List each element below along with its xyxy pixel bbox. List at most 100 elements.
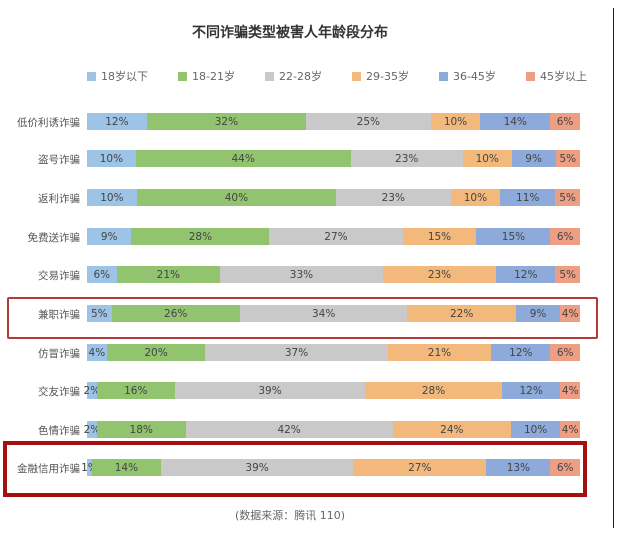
data-label: 9%	[100, 230, 118, 243]
data-label: 4%	[561, 384, 579, 397]
highlight-box-jinrong	[3, 441, 587, 497]
category-label: 交易诈骗	[38, 270, 80, 282]
data-label: 10%	[99, 152, 124, 165]
data-label: 15%	[427, 230, 452, 243]
bar-segment: 28%	[131, 228, 270, 245]
data-label: 4%	[88, 346, 106, 359]
bar-segment: 4%	[560, 421, 580, 438]
bar-segment: 9%	[515, 305, 561, 322]
legend-item: 18岁以下	[87, 68, 148, 84]
data-label: 12%	[509, 346, 533, 359]
bar-segment: 27%	[353, 459, 487, 476]
bar-segment: 2%	[84, 382, 100, 399]
legend-label: 18岁以下	[101, 70, 148, 83]
data-label: 9%	[525, 152, 542, 165]
data-label: 10%	[443, 115, 468, 128]
data-label: 13%	[506, 461, 531, 474]
category-label: 免费送诈骗	[27, 232, 81, 244]
bar-segment: 9%	[87, 228, 132, 245]
legend-item: 36-45岁	[438, 68, 496, 84]
bar-segment: 12%	[491, 344, 551, 361]
legend-label: 45岁以上	[539, 70, 587, 83]
category-label: 仿冒诈骗	[38, 348, 80, 360]
data-label: 44%	[231, 152, 255, 165]
bar-segment: 6%	[550, 113, 580, 130]
bar-segment: 4%	[560, 382, 580, 399]
legend-label: 22-28岁	[279, 70, 322, 83]
bar-segment: 12%	[501, 382, 561, 399]
bar-segment: 21%	[116, 266, 221, 283]
data-label: 26%	[164, 307, 188, 320]
data-label: 34%	[311, 307, 336, 320]
data-label: 10%	[523, 423, 548, 436]
bar-segment: 16%	[96, 382, 175, 399]
data-label: 18%	[129, 423, 153, 436]
data-label: 11%	[516, 191, 540, 204]
bar-segment: 26%	[111, 305, 240, 322]
data-label: 28%	[188, 230, 213, 243]
data-label: 28%	[421, 384, 446, 397]
data-label: 2%	[83, 423, 101, 436]
data-label: 6%	[556, 461, 574, 474]
bar-segment: 39%	[160, 459, 354, 476]
bar-segment: 15%	[402, 228, 477, 245]
bar-segment: 40%	[136, 189, 336, 206]
data-label: 5%	[559, 191, 576, 204]
bar-segment: 10%	[450, 189, 501, 206]
bar-segment: 23%	[382, 266, 497, 283]
bar-segment: 23%	[350, 150, 463, 167]
bar-segment: 4%	[87, 344, 107, 361]
bar-segment: 32%	[146, 113, 307, 130]
legend-item: 22-28岁	[265, 68, 322, 84]
bar-segment: 14%	[480, 113, 551, 130]
legend-item: 18-21岁	[178, 68, 235, 84]
data-label: 6%	[556, 230, 574, 243]
bar-segment: 25%	[306, 113, 431, 130]
data-label: 27%	[324, 230, 348, 243]
data-label: 24%	[440, 423, 464, 436]
data-label: 23%	[427, 268, 452, 281]
bar-segment: 5%	[555, 266, 580, 283]
data-label: 4%	[561, 307, 579, 320]
data-label: 25%	[356, 115, 381, 128]
bar-segment: 18%	[96, 421, 186, 438]
bar-segment: 10%	[510, 421, 561, 438]
data-label: 23%	[381, 191, 405, 204]
bar-segment: 24%	[392, 421, 511, 438]
legend-swatch	[351, 71, 361, 81]
category-label: 兼职诈骗	[38, 309, 80, 321]
data-label: 12%	[519, 384, 543, 397]
data-label: 37%	[284, 346, 309, 359]
data-label: 9%	[529, 307, 547, 320]
bar-segment: 42%	[185, 421, 393, 438]
legend-swatch	[178, 71, 188, 81]
data-label: 16%	[124, 384, 148, 397]
divider-line	[613, 8, 614, 528]
category-label: 金融信用诈骗	[17, 463, 80, 475]
bar-segment: 20%	[106, 344, 206, 361]
data-label: 6%	[93, 268, 111, 281]
bar-segment: 27%	[269, 228, 403, 245]
data-label: 22%	[449, 307, 474, 320]
data-label: 10%	[475, 152, 499, 165]
data-label: 12%	[105, 115, 129, 128]
data-label: 20%	[144, 346, 168, 359]
data-label: 39%	[258, 384, 282, 397]
bar-segment: 23%	[335, 189, 451, 206]
data-label: 32%	[214, 115, 239, 128]
bar-segment: 13%	[486, 459, 551, 476]
data-label: 6%	[556, 115, 574, 128]
legend-label: 29-35岁	[365, 70, 409, 83]
bar-segment: 5%	[555, 189, 580, 206]
legend-swatch	[87, 71, 96, 81]
bar-segment: 4%	[560, 305, 580, 322]
data-label: 21%	[427, 346, 452, 359]
bar-segment: 10%	[430, 113, 481, 130]
bar-segment: 9%	[511, 150, 556, 167]
data-label: 10%	[100, 191, 124, 204]
legend-swatch	[438, 71, 448, 81]
data-label: 14%	[503, 115, 527, 128]
data-label: 39%	[245, 461, 269, 474]
legend-item: 45岁以上	[525, 68, 587, 84]
